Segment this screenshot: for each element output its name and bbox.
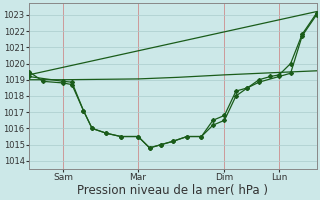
X-axis label: Pression niveau de la mer( hPa ): Pression niveau de la mer( hPa ) — [77, 184, 268, 197]
